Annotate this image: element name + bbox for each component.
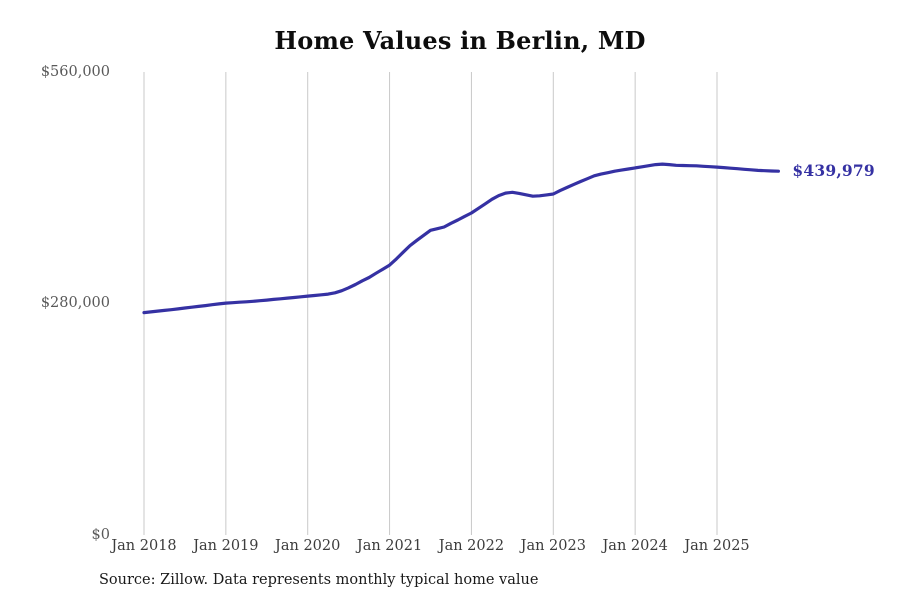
x-axis-label: Jan 2023: [520, 538, 586, 554]
chart-title: Home Values in Berlin, MD: [274, 26, 646, 55]
x-axis-label: Jan 2024: [602, 538, 668, 554]
x-axis-label: Jan 2019: [193, 538, 259, 554]
gridlines: [143, 72, 718, 535]
y-axis-label-0: $0: [91, 527, 110, 543]
x-axis-label: Jan 2021: [356, 538, 423, 554]
home-value-line: [142, 162, 780, 315]
x-axis-label: Jan 2020: [275, 538, 341, 554]
x-axis-label: Jan 2022: [438, 538, 505, 554]
y-axis-label-560000: $560,000: [40, 64, 110, 80]
x-axis-label: Jan 2018: [111, 538, 177, 554]
source-note: Source: Zillow. Data represents monthly …: [99, 572, 539, 588]
latest-value-label: $439,979: [792, 161, 875, 181]
y-axis-label-280000: $280,000: [40, 295, 110, 311]
x-axis-label: Jan 2025: [684, 538, 750, 554]
